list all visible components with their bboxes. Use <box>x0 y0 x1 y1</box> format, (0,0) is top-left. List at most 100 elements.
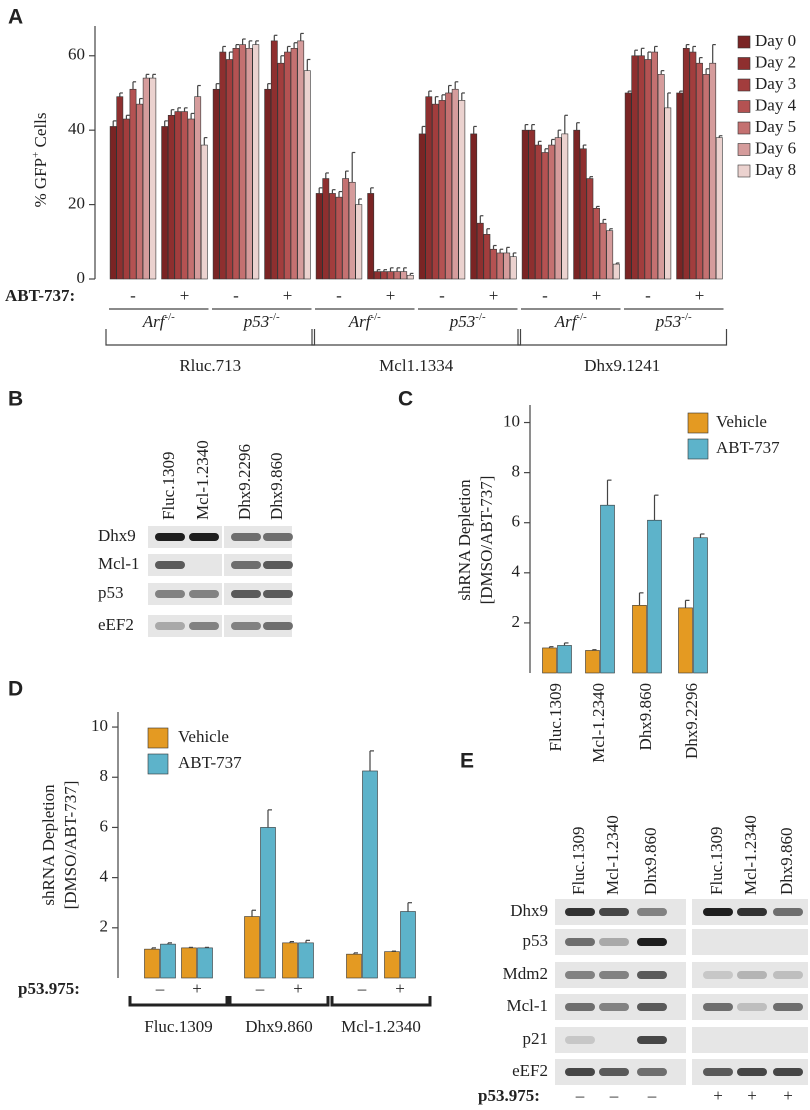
error-bar <box>479 215 484 224</box>
bar <box>187 118 195 280</box>
x-tick-label: + <box>395 979 405 998</box>
error-bar <box>325 172 329 179</box>
bar <box>585 650 600 674</box>
blot-band <box>737 971 767 979</box>
bar <box>678 607 693 674</box>
bracket <box>128 996 229 1007</box>
x-tick-label: + <box>293 979 303 998</box>
bar <box>438 100 446 280</box>
error-bar <box>499 248 504 253</box>
bar <box>406 274 414 280</box>
error-bar <box>606 479 612 506</box>
error-bar <box>653 45 658 53</box>
error-bar <box>235 44 240 49</box>
bar <box>116 96 124 280</box>
lane-label: Fluc.1309 <box>569 827 588 895</box>
bar <box>282 942 298 979</box>
bar <box>400 271 408 280</box>
bar <box>245 48 253 280</box>
y-axis-label: [DMSO/ABT-737] <box>61 781 80 910</box>
bar <box>586 178 594 280</box>
x-tick-label: - <box>645 286 651 305</box>
row-label: Mcl-1 <box>506 996 548 1015</box>
bar <box>651 51 658 280</box>
error-bar <box>403 267 407 272</box>
error-bar <box>548 646 554 648</box>
error-bar <box>563 642 569 646</box>
bar <box>490 248 497 280</box>
y-axis-label: [DMSO/ABT-737] <box>477 476 496 605</box>
error-bar <box>461 92 465 101</box>
legend-label: Vehicle <box>178 727 229 746</box>
legend-label: Day 5 <box>755 117 796 136</box>
error-bar <box>280 55 284 64</box>
x-tick-label: Mcl-1.2340 <box>589 683 608 763</box>
bar <box>212 88 220 280</box>
bar <box>606 230 614 280</box>
group-label: Fluc.1309 <box>144 1017 212 1036</box>
error-bar <box>389 267 394 272</box>
error-bar <box>531 123 535 131</box>
row-label: eEF2 <box>512 1061 548 1080</box>
blot-band <box>155 590 185 598</box>
legend-label: Day 0 <box>755 31 796 50</box>
error-bar <box>132 81 137 90</box>
bar <box>244 916 260 979</box>
bar <box>534 144 542 280</box>
x-tick-label: + <box>489 286 499 305</box>
bar <box>573 129 581 280</box>
error-bar <box>441 94 446 101</box>
blot-band <box>263 590 293 598</box>
error-bar <box>345 170 349 179</box>
error-bar <box>692 45 696 53</box>
bar <box>380 271 388 280</box>
bar <box>676 92 684 280</box>
genotype-label: p53-/- <box>243 311 280 331</box>
bar <box>161 126 169 280</box>
category-label-title: p53.975: <box>18 979 80 998</box>
x-tick-label: + <box>180 286 190 305</box>
lane-label: Dhx9.860 <box>777 827 796 895</box>
bar <box>167 114 175 280</box>
bar <box>290 48 298 280</box>
row-label: Mcl-1 <box>98 554 140 573</box>
bar <box>400 911 416 979</box>
bar <box>200 144 208 280</box>
error-bar <box>685 44 690 49</box>
bracket <box>330 996 432 1007</box>
panel-letter: A <box>8 6 23 29</box>
bar <box>689 51 697 280</box>
blot-band <box>263 533 293 541</box>
row-label: p53 <box>523 931 549 950</box>
blot-band <box>189 590 219 598</box>
error-bar <box>557 129 562 138</box>
y-axis-label: shRNA Depletion <box>455 479 474 601</box>
text-part: % GFP <box>31 158 50 208</box>
bar <box>664 107 672 280</box>
text-part: -/- <box>370 311 381 323</box>
y-tick-label: 8 <box>100 766 109 785</box>
text-part: -/- <box>475 311 486 323</box>
group-label: Dhx9.860 <box>245 1017 313 1036</box>
bar <box>503 252 511 280</box>
blot-band <box>773 908 803 916</box>
bar <box>315 193 323 280</box>
bar <box>624 92 632 280</box>
group-label: Dhx9.1241 <box>584 356 660 375</box>
bar <box>149 77 157 280</box>
lane-label: Mcl-1.2340 <box>193 440 212 520</box>
legend-swatch <box>687 412 709 434</box>
bar <box>260 827 276 979</box>
error-bar <box>421 125 426 134</box>
error-bar <box>407 902 412 912</box>
bar <box>270 40 278 280</box>
x-tick-label: – <box>155 979 165 998</box>
legend-swatch <box>737 121 751 135</box>
error-bar <box>242 38 246 45</box>
bar <box>521 129 529 280</box>
blot-band <box>773 1068 803 1076</box>
error-bar <box>293 42 298 49</box>
y-tick-label: 60 <box>68 45 85 64</box>
